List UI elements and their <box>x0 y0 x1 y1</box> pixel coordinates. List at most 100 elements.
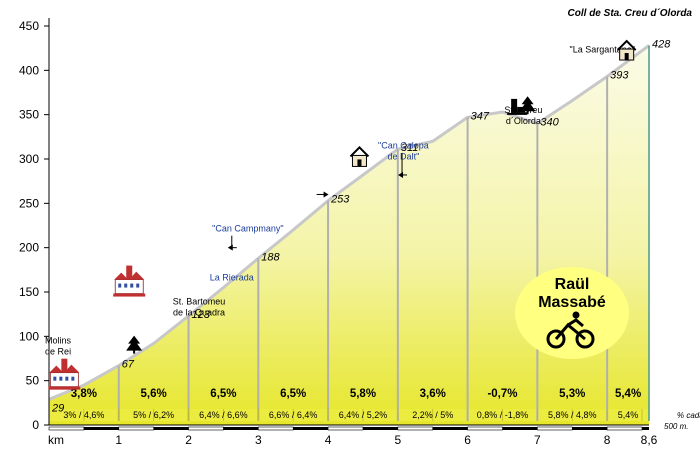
half-km-gradient-label: 6,4% / 6,6% <box>199 410 248 420</box>
km-scale-segment <box>397 426 434 431</box>
km-scale-segment <box>83 427 119 430</box>
place-label-line: d´Olorda <box>506 116 541 126</box>
km-scale-segment <box>327 426 364 431</box>
x-tick-label: 6 <box>464 433 471 447</box>
km-scale-segment <box>118 426 154 431</box>
place-label-line: de Dalt" <box>388 151 420 161</box>
place-label-line: La Rierada <box>210 272 254 282</box>
km-scale-segment <box>188 426 224 431</box>
tree-icon <box>126 335 143 354</box>
x-tick-label: 8 <box>604 433 611 447</box>
km-elevation-label: 428 <box>652 39 671 51</box>
segment-gradient-label: 6,5% <box>280 388 306 400</box>
place-label: La Rierada <box>210 272 254 282</box>
half-km-gradient-label: 5,8% / 4,8% <box>548 410 597 420</box>
half-km-note-line-1: % cada <box>677 411 700 420</box>
segment-gradient-label: 3,8% <box>71 388 97 400</box>
km-elevation-label: 253 <box>330 194 350 206</box>
x-tick-label: 4 <box>325 433 332 447</box>
town-icon <box>113 265 146 297</box>
y-tick-label: 150 <box>19 285 39 299</box>
km-elevation-label: 29 <box>51 402 64 414</box>
km-elevation-label: 340 <box>540 117 559 129</box>
x-axis-label: km <box>48 433 64 447</box>
y-tick-label: 450 <box>19 19 39 33</box>
arrow-icon <box>316 191 329 198</box>
place-label-line: "Can Calopa <box>378 140 429 150</box>
km-scale-segment <box>502 427 538 430</box>
half-km-note: % cada 500 m. <box>664 411 700 431</box>
km-scale-segment <box>572 427 608 430</box>
segment-gradient-label: 3,6% <box>420 388 446 400</box>
km-elevation-label: 67 <box>122 359 135 371</box>
km-scale-segment <box>258 426 294 431</box>
place-label-line: St. Bartomeu <box>173 296 226 306</box>
place-label-line: "La Sargantana" <box>570 45 635 55</box>
segment-gradient-label: 5,4% <box>615 388 641 400</box>
half-km-gradient-label: 3% / 4,6% <box>63 410 104 420</box>
house-icon <box>616 39 637 61</box>
y-tick-label: 250 <box>19 196 39 210</box>
gradient-band <box>49 409 649 421</box>
arrow-icon <box>398 152 408 178</box>
place-label: "La Sargantana" <box>570 45 635 55</box>
y-tick-label: 0 <box>32 418 39 432</box>
x-tick-label: 7 <box>534 433 541 447</box>
half-km-gradient-label: 0,8% / -1,8% <box>477 410 529 420</box>
km-scale-segment <box>606 426 643 431</box>
chart-title: Coll de Sta. Creu d´Olorda <box>568 8 693 19</box>
segment-gradient-label: 5,6% <box>141 388 167 400</box>
profile-line <box>48 44 650 401</box>
author-badge: Raül Massabé <box>515 267 629 359</box>
km-elevation-label: 347 <box>471 110 490 122</box>
house-icon <box>349 146 370 167</box>
x-tick-label: 8,6 <box>641 433 658 447</box>
half-km-gradient-label: 6,6% / 6,4% <box>269 410 318 420</box>
y-tick-label: 350 <box>19 108 39 122</box>
place-label-line: de Rei <box>45 346 71 356</box>
segment-gradient-label: -0,7% <box>487 388 517 400</box>
place-label: "Can Campmany" <box>212 224 283 234</box>
author-first-name: Raül <box>555 276 590 293</box>
km-elevation-label: 188 <box>261 251 280 263</box>
y-tick-label: 400 <box>19 63 39 77</box>
km-scale-segment <box>432 427 468 430</box>
author-badge-background <box>515 267 629 359</box>
segment-gradient-label: 5,8% <box>350 388 376 400</box>
km-scale-segment <box>642 427 649 430</box>
km-scale-segment <box>362 427 398 430</box>
half-km-gradient-label: 6,4% / 5,2% <box>339 410 388 420</box>
x-tick-label: 3 <box>255 433 262 447</box>
town-icon <box>48 358 81 390</box>
half-km-note-line-2: 500 m. <box>664 422 688 431</box>
km-elevation-label: 393 <box>610 70 629 82</box>
y-tick-label: 50 <box>26 374 40 388</box>
place-label-line: "Can Campmany" <box>212 224 283 234</box>
x-tick-label: 1 <box>115 433 122 447</box>
km-scale-segment <box>153 427 189 430</box>
km-scale-segment <box>467 426 503 431</box>
place-label-line: de la Quadra <box>173 307 225 317</box>
y-tick-label: 300 <box>19 152 39 166</box>
half-km-gradient-label: 5% / 6,2% <box>133 410 174 420</box>
km-elevation-label: 123 <box>192 309 211 321</box>
km-scale-segment <box>48 426 85 431</box>
x-tick-label: 2 <box>185 433 192 447</box>
km-scale-segment <box>223 427 259 430</box>
author-last-name: Massabé <box>538 294 606 311</box>
place-label-line: Molins <box>45 335 72 345</box>
y-tick-label: 100 <box>19 329 39 343</box>
church-icon <box>507 98 528 115</box>
segment-gradient-label: 6,5% <box>210 388 236 400</box>
y-tick-label: 200 <box>19 241 39 255</box>
half-km-gradient-label: 5,4% <box>618 410 639 420</box>
arrow-icon <box>227 235 237 251</box>
half-km-gradient-label: 2,2% / 5% <box>412 410 453 420</box>
profile-area <box>49 45 649 425</box>
segment-gradient-label: 5,3% <box>559 388 585 400</box>
cyclist-icon <box>546 311 595 349</box>
